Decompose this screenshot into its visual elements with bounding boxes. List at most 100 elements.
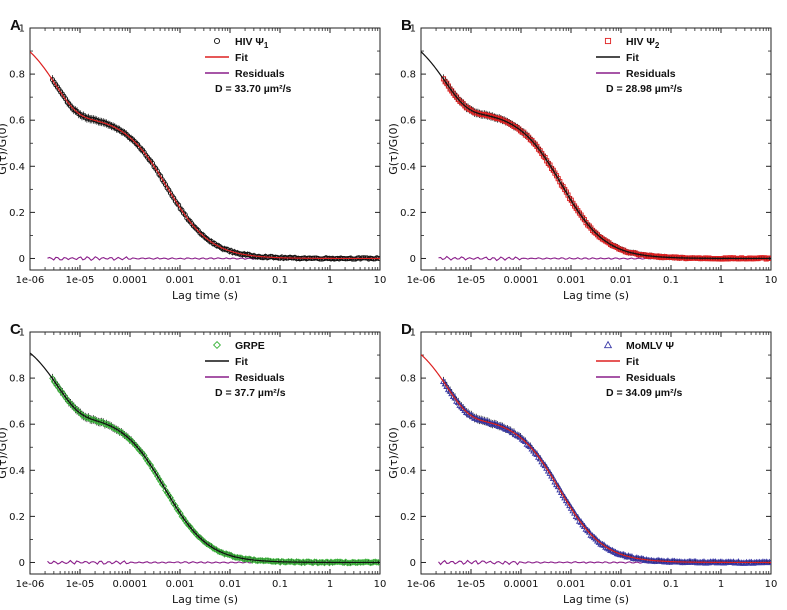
data-point-b-2: [444, 80, 450, 86]
x-tick-label-b-7: 10: [765, 275, 778, 286]
panel-a: 1e-06 1e-05 0.0001 0.001 0.01 0.1 1 10 0 0.2 0.4 0.…: [0, 17, 386, 302]
y-axis-title-d: G(τ)/G(0): [387, 427, 400, 479]
plot-area-d: [421, 354, 771, 566]
legend-label-residuals-b: Residuals: [626, 68, 676, 80]
data-point-b-3: [445, 83, 451, 89]
legend-label-subscript-b: 2: [655, 41, 660, 50]
data-point-b-78: [568, 197, 574, 203]
data-point-b-76: [565, 192, 571, 198]
panel-letter-a: A: [10, 17, 21, 34]
data-series-b: [440, 74, 771, 262]
panel-d: 1e-06 1e-05 0.0001 0.001 0.01 0.1 1 10 0 0.2 0.4 0.…: [387, 321, 777, 606]
y-tick-label-b-4: 0.8: [400, 70, 416, 81]
data-point-a-164: [318, 256, 324, 262]
legend-label-residuals-d: Residuals: [626, 372, 676, 384]
data-point-b-64: [545, 160, 551, 167]
diffusion-coefficient-a: D = 33.70 µm²/s: [215, 83, 292, 95]
x-tick-label-d-2: 0.0001: [504, 579, 539, 590]
diffusion-coefficient-c: D = 37.7 µm²/s: [215, 387, 286, 399]
data-point-b-79: [570, 200, 576, 206]
y-tick-label-d-3: 0.6: [400, 420, 416, 431]
x-tick-label-d-7: 10: [765, 579, 778, 590]
data-point-d-67: [549, 474, 557, 482]
data-point-b-53: [527, 137, 533, 143]
x-tick-label-d-5: 0.1: [663, 579, 679, 590]
x-axis-title-b: Lag time (s): [563, 289, 629, 302]
data-point-b-69: [553, 173, 560, 179]
data-series-d: [440, 376, 771, 566]
data-point-c-199: [375, 559, 380, 566]
x-tick-label-a-6: 1: [327, 275, 333, 286]
legend-label-fit-c: Fit: [235, 356, 248, 368]
x-tick-label-c-6: 1: [327, 579, 333, 590]
x-tick-label-d-3: 0.001: [557, 579, 586, 590]
y-tick-label-a-0: 0: [19, 254, 25, 265]
data-point-b-75: [563, 189, 569, 195]
data-point-b-88: [585, 222, 591, 228]
data-series-c: [49, 373, 380, 567]
legend-marker-b: [604, 37, 612, 45]
data-point-b-58: [535, 146, 542, 152]
data-point-b-104: [611, 243, 617, 249]
legend-label-data-d: MoMLV Ψ: [626, 340, 674, 352]
legend-label-fit-b: Fit: [626, 52, 639, 64]
x-tick-label-b-2: 0.0001: [504, 275, 539, 286]
data-point-a-183: [349, 256, 355, 262]
panel-letter-d: D: [401, 321, 412, 338]
legend-c: GRPE Fit Residuals D = 37.7 µm²/s: [205, 340, 286, 399]
data-point-b-63: [544, 158, 550, 164]
x-tick-label-d-6: 1: [718, 579, 724, 590]
data-point-b-92: [591, 229, 597, 235]
data-point-b-7: [452, 92, 458, 98]
plot-frame-a: [29, 27, 381, 271]
y-tick-label-d-0: 0: [410, 558, 416, 569]
y-tick-label-b-0: 0: [410, 254, 416, 265]
data-point-b-59: [537, 148, 543, 154]
x-tick-label-c-2: 0.0001: [113, 579, 148, 590]
y-tick-label-c-3: 0.6: [9, 420, 25, 431]
data-point-b-11: [458, 99, 465, 105]
data-point-b-108: [617, 246, 623, 252]
data-point-b-74: [562, 186, 568, 193]
data-point-c-73: [168, 497, 176, 505]
x-tick-label-a-4: 0.01: [219, 275, 241, 286]
plot-frame-b: [420, 27, 772, 271]
x-axis-title-d: Lag time (s): [563, 593, 629, 606]
x-tick-label-b-3: 0.001: [557, 275, 586, 286]
y-tick-label-c-2: 0.4: [9, 466, 25, 477]
x-tick-label-d-0: 1e-06: [407, 579, 436, 590]
y-tick-label-c-5: 1: [19, 328, 25, 339]
x-tick-label-b-0: 1e-06: [407, 275, 436, 286]
data-point-b-68: [552, 170, 558, 176]
data-point-b-175: [727, 255, 733, 261]
data-point-b-101: [606, 240, 612, 246]
x-tick-label-c-1: 1e-05: [66, 579, 95, 590]
x-tick-label-a-5: 0.1: [272, 275, 288, 286]
y-tick-label-c-4: 0.8: [9, 374, 25, 385]
data-point-d-82: [574, 514, 582, 521]
y-tick-label-b-5: 1: [410, 24, 416, 35]
data-point-b-60: [539, 150, 545, 157]
data-point-c-80: [180, 514, 187, 522]
fit-curve-b: [421, 51, 771, 260]
data-point-b-86: [581, 217, 587, 223]
data-point-b-196: [762, 255, 768, 261]
data-point-b-1: [442, 79, 448, 85]
data-point-a-184: [351, 256, 357, 262]
y-tick-label-b-1: 0.2: [400, 208, 416, 219]
data-point-b-65: [547, 162, 553, 168]
plot-frame-c: [29, 331, 381, 575]
x-tick-label-a-1: 1e-05: [66, 275, 95, 286]
fit-curve-a: [30, 51, 380, 260]
panel-letter-b: B: [401, 17, 412, 34]
fit-curve-c: [30, 352, 380, 564]
x-tick-label-c-5: 0.1: [272, 579, 288, 590]
x-tick-label-d-4: 0.01: [610, 579, 632, 590]
legend-a: HIV Ψ1 Fit Residuals D = 33.70 µm²/s: [205, 36, 292, 95]
y-tick-label-d-5: 1: [410, 328, 416, 339]
data-point-b-93: [593, 230, 599, 236]
y-tick-label-a-3: 0.6: [9, 116, 25, 127]
data-point-b-73: [560, 184, 566, 190]
y-axis-title-b: G(τ)/G(0): [387, 123, 400, 175]
x-tick-label-a-7: 10: [374, 275, 387, 286]
